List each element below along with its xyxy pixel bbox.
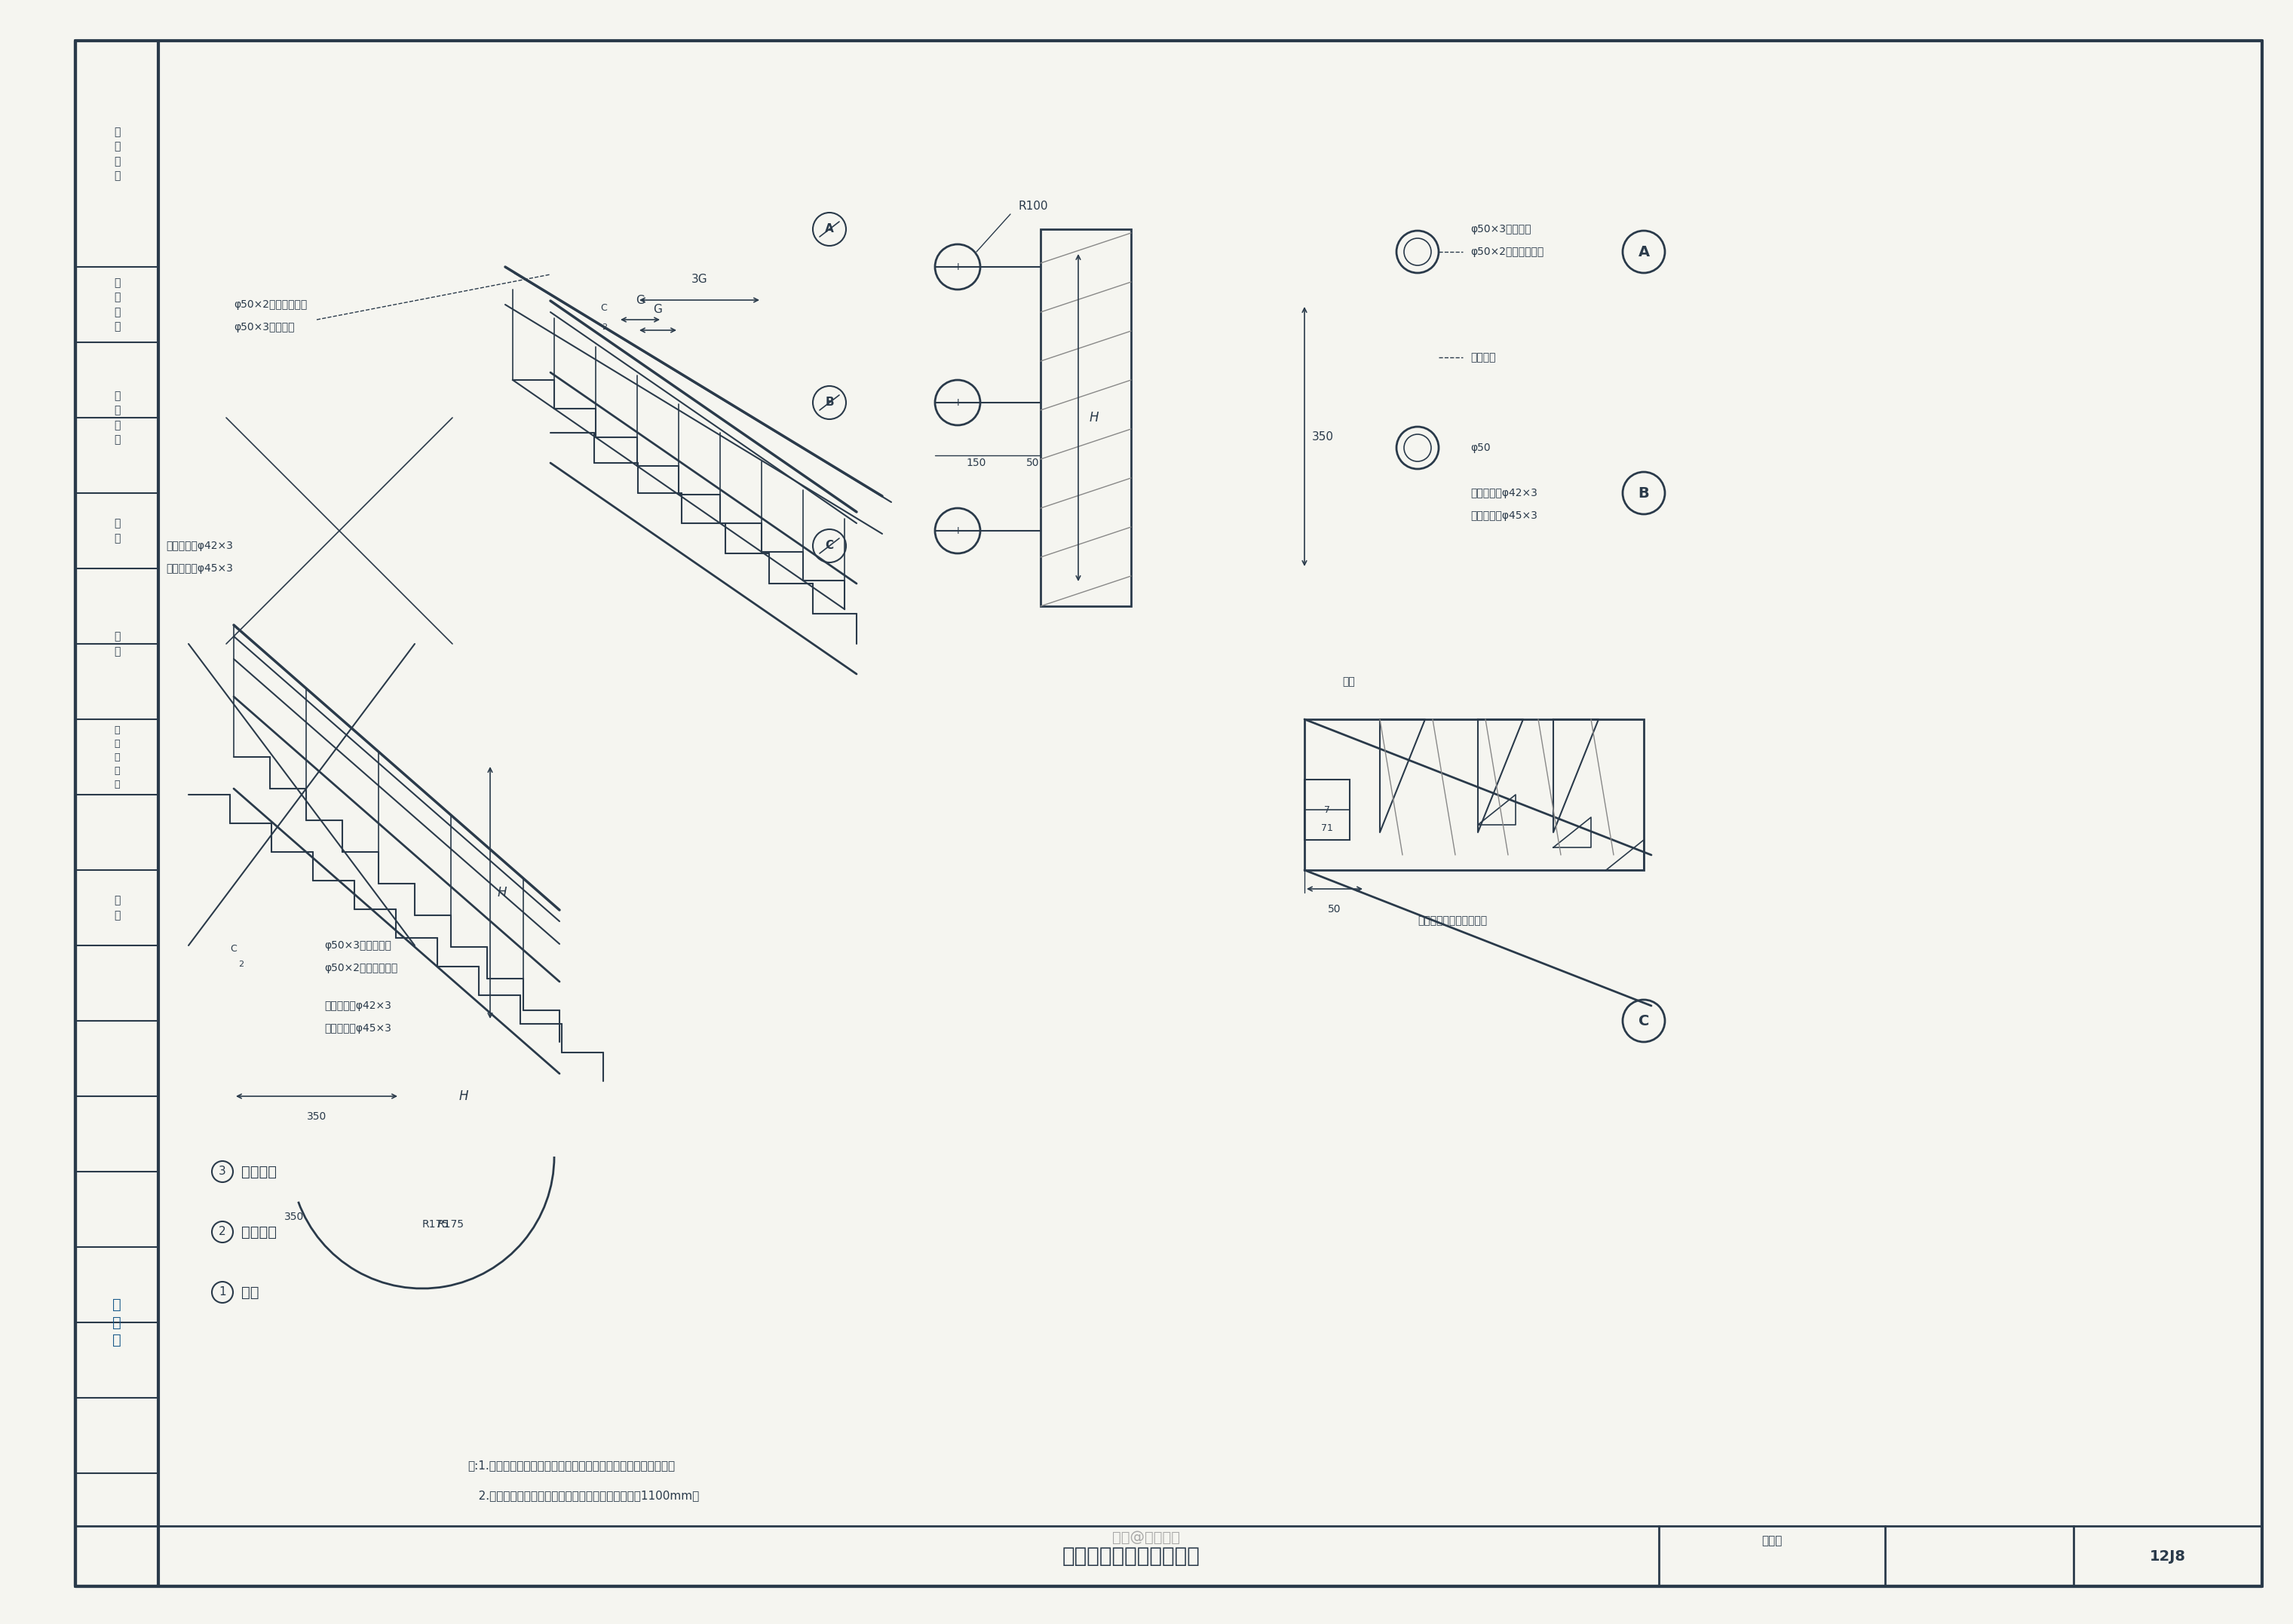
Text: 图集号: 图集号 [1761, 1535, 1782, 1546]
Text: φ50×3钢管扶手或: φ50×3钢管扶手或 [323, 940, 392, 950]
Text: G: G [635, 296, 644, 305]
Text: 二类栏杆：φ45×3: 二类栏杆：φ45×3 [165, 564, 234, 573]
Text: 校
对: 校 对 [115, 632, 119, 656]
Text: +: + [954, 261, 963, 273]
Text: 图
号: 图 号 [115, 895, 119, 921]
Text: 楼
梯
甲: 楼 梯 甲 [112, 1298, 122, 1348]
Text: 2: 2 [238, 960, 243, 968]
Text: C: C [601, 304, 608, 313]
Text: 2.本图楼梯栏杆扶手用在室外时，楼梯栏杆高度均为1100mm。: 2.本图楼梯栏杆扶手用在室外时，楼梯栏杆高度均为1100mm。 [468, 1491, 699, 1502]
Text: 12J8: 12J8 [2151, 1549, 2185, 1564]
Text: 监
制
单
位: 监 制 单 位 [115, 127, 119, 182]
Text: 一类栏杆：φ42×3: 一类栏杆：φ42×3 [323, 1000, 392, 1012]
Text: 注:1.金属扶手与栏杆材质应一致，焊接后其焊缝处须坦平、磨光。: 注:1.金属扶手与栏杆材质应一致，焊接后其焊缝处须坦平、磨光。 [468, 1460, 674, 1471]
Text: R175: R175 [438, 1220, 465, 1229]
Text: 钢管: 钢管 [241, 1285, 259, 1299]
Text: 7: 7 [1323, 806, 1330, 815]
Text: φ50×2不锈钢管扶手: φ50×2不锈钢管扶手 [1470, 247, 1543, 257]
Text: 350: 350 [284, 1212, 305, 1223]
Bar [1305, 719, 1644, 870]
Text: 头条@标准砖头: 头条@标准砖头 [1112, 1530, 1181, 1544]
Text: 150: 150 [968, 458, 986, 468]
Text: A: A [1637, 245, 1649, 258]
Text: C: C [825, 541, 835, 552]
Text: R175: R175 [422, 1220, 449, 1229]
Text: 技
术
负
责
人: 技 术 负 责 人 [115, 724, 119, 789]
Text: +: + [954, 526, 963, 536]
Text: 2: 2 [218, 1226, 227, 1237]
Text: B: B [825, 396, 835, 408]
Text: 挑出尺寸按单体工程设计: 挑出尺寸按单体工程设计 [1417, 916, 1488, 926]
Text: 2: 2 [601, 323, 608, 331]
Text: φ50×2不锈钢管扶手: φ50×2不锈钢管扶手 [323, 963, 397, 973]
Text: 71: 71 [1321, 823, 1332, 833]
Text: φ50×2不锈钢管扶手: φ50×2不锈钢管扶手 [234, 299, 307, 310]
Text: 二类栏杆：φ45×3: 二类栏杆：φ45×3 [1470, 510, 1536, 521]
Text: 金属扶手金属栏杆（七）: 金属扶手金属栏杆（七） [1062, 1546, 1199, 1567]
Text: R100: R100 [1018, 201, 1048, 213]
Text: 350: 350 [307, 1111, 326, 1122]
Text: +: + [954, 398, 963, 408]
Text: C: C [1639, 1013, 1649, 1028]
Text: 电焊抛光: 电焊抛光 [1470, 352, 1495, 362]
Text: 不锈钢管: 不锈钢管 [241, 1224, 277, 1239]
Text: 钢管喷塑: 钢管喷塑 [241, 1164, 277, 1179]
Text: 50: 50 [1027, 458, 1039, 468]
Text: 电焊: 电焊 [1341, 676, 1355, 687]
Text: 3: 3 [218, 1166, 227, 1177]
Bar [1041, 229, 1130, 606]
Text: G: G [654, 304, 663, 315]
Text: 工
程
名
称: 工 程 名 称 [115, 390, 119, 445]
Text: 50: 50 [1328, 905, 1341, 914]
Text: φ50×3钢管扶手: φ50×3钢管扶手 [1470, 224, 1532, 234]
Text: φ50: φ50 [1470, 443, 1490, 453]
Text: 一类栏杆：φ42×3: 一类栏杆：φ42×3 [165, 541, 234, 551]
Text: 检
测
单
位: 检 测 单 位 [115, 278, 119, 331]
Text: H: H [459, 1090, 468, 1103]
Text: 二类栏杆：φ45×3: 二类栏杆：φ45×3 [323, 1023, 392, 1033]
Text: 一类栏杆：φ42×3: 一类栏杆：φ42×3 [1470, 487, 1536, 499]
Text: C: C [232, 944, 236, 955]
Text: H: H [498, 885, 507, 900]
Text: 1: 1 [218, 1286, 227, 1298]
Text: A: A [825, 224, 835, 235]
Text: H: H [1089, 411, 1098, 424]
Text: φ50×3钢管扶手: φ50×3钢管扶手 [234, 322, 294, 333]
Bar [1305, 780, 1351, 840]
Text: 设
计: 设 计 [115, 518, 119, 544]
Text: 3G: 3G [690, 274, 709, 284]
Text: 350: 350 [1312, 430, 1335, 442]
Text: B: B [1637, 486, 1649, 500]
